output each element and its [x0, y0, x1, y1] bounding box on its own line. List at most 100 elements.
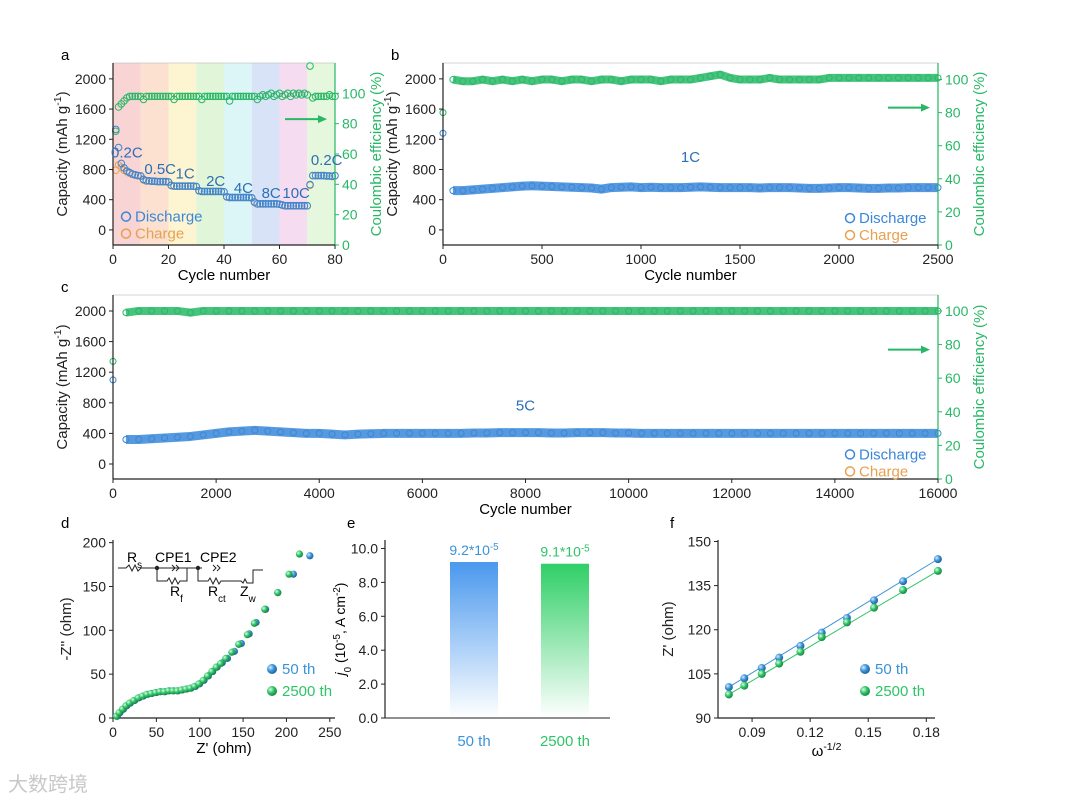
ce-point [496, 307, 504, 315]
legend-marker-charge [844, 229, 856, 241]
discharge-point [277, 428, 285, 436]
discharge-point [625, 429, 633, 437]
series-point [724, 683, 733, 692]
discharge-point [238, 427, 246, 435]
ce-point [558, 77, 566, 85]
discharge-point [148, 177, 156, 185]
label-part: Z' (ohm) [660, 601, 677, 656]
ce-point [186, 309, 194, 317]
left-tick-label: 10.0 [351, 540, 378, 556]
discharge-point [459, 187, 467, 195]
ce-point [518, 76, 526, 84]
discharge-point [825, 184, 833, 192]
label-part: ) [384, 91, 401, 96]
ce-point [122, 309, 130, 317]
right-tick-label: 100 [945, 303, 969, 319]
ce-point [914, 74, 922, 82]
rate-annotation: 1C [681, 149, 700, 166]
discharge-point [538, 182, 546, 190]
x-tick-label: 0.09 [738, 724, 765, 740]
discharge-point [560, 429, 568, 437]
ce-point [209, 92, 217, 101]
ce-point [148, 92, 156, 101]
discharge-point [186, 432, 194, 440]
discharge-point [245, 193, 253, 202]
x-tick-label: 0 [109, 251, 117, 267]
ce-point [924, 74, 932, 82]
discharge-point [161, 434, 169, 442]
circuit-label-rct: Rct [208, 583, 226, 605]
discharge-point [702, 429, 710, 437]
y-axis-title: Capacity (mAh g-1) [52, 91, 71, 216]
category-label: 50 th [457, 733, 490, 750]
discharge-point [795, 184, 803, 192]
right-tick-label: 0 [945, 471, 953, 487]
ce-point [457, 307, 465, 315]
label-part: (10 [332, 643, 348, 667]
discharge-point [175, 182, 184, 190]
left-tick-label: 8.0 [359, 574, 379, 590]
x-tick-label: 16000 [919, 485, 958, 501]
ce-point [637, 76, 645, 84]
ce-band [452, 70, 938, 86]
x-tick-label: 20 [161, 251, 177, 267]
x-tick-label: 200 [275, 724, 299, 740]
ce-point [588, 77, 595, 85]
circuit-label-rf: Rf [170, 583, 183, 605]
ce-point [483, 307, 491, 315]
ce-point [895, 307, 903, 315]
right-tick-label: 60 [945, 370, 961, 386]
discharge-point [198, 187, 206, 196]
ce-point [855, 74, 863, 82]
rate-label: 8C [262, 185, 281, 202]
ce-point [431, 307, 439, 315]
discharge-point [449, 187, 457, 195]
right-tick-label: 20 [945, 204, 961, 220]
ce-point [315, 307, 323, 315]
discharge-point [173, 433, 181, 441]
label-part: Coulombic efficiency (%) [971, 72, 988, 237]
cpe-element [171, 564, 221, 572]
label-part: ct [218, 594, 226, 605]
ce-point [184, 92, 192, 101]
left-tick-label: 50 [90, 666, 106, 682]
circuit-node [154, 565, 160, 571]
discharge-point [599, 429, 607, 437]
label-part: Capacity (mAh g [54, 106, 71, 217]
x-tick-label: 0 [439, 251, 447, 267]
left-tick-label: 1200 [405, 131, 436, 147]
ce-point [186, 92, 195, 101]
left-tick-label: 1200 [75, 364, 106, 380]
discharge-point [489, 184, 496, 192]
circuit-wires [118, 563, 263, 586]
ce-point [677, 76, 685, 84]
ce-point [687, 76, 694, 84]
ce-point [498, 76, 506, 84]
ce-point [231, 92, 239, 101]
discharge-point [251, 426, 259, 434]
rate-label: 2C [206, 173, 225, 190]
discharge-point [547, 429, 555, 437]
ce-point [663, 307, 671, 315]
ce-point [405, 307, 413, 315]
right-tick-label: 80 [945, 337, 961, 353]
ce-point [214, 92, 223, 101]
panel-c: c 0 400 800 1200 1600 2000 0 20 40 60 80 100 0 2000 400… [52, 279, 988, 518]
series-point-2500th [285, 570, 293, 578]
ce-point [236, 92, 245, 101]
discharge-point [756, 184, 764, 192]
label-part: -1 [52, 96, 64, 105]
discharge-point [607, 184, 615, 192]
label-part: -Z'' (ohm) [58, 597, 75, 660]
legend-marker-discharge [120, 211, 132, 222]
right-tick-label: 0 [945, 237, 953, 253]
discharge-point [444, 429, 452, 437]
ce-point [150, 92, 159, 101]
ce-point [311, 92, 320, 101]
rate-label: 1C [176, 166, 195, 183]
ce-point [203, 92, 212, 101]
discharge-point [667, 184, 675, 192]
discharge-point [518, 182, 526, 190]
ce-point [578, 76, 586, 84]
discharge-point [578, 184, 586, 192]
